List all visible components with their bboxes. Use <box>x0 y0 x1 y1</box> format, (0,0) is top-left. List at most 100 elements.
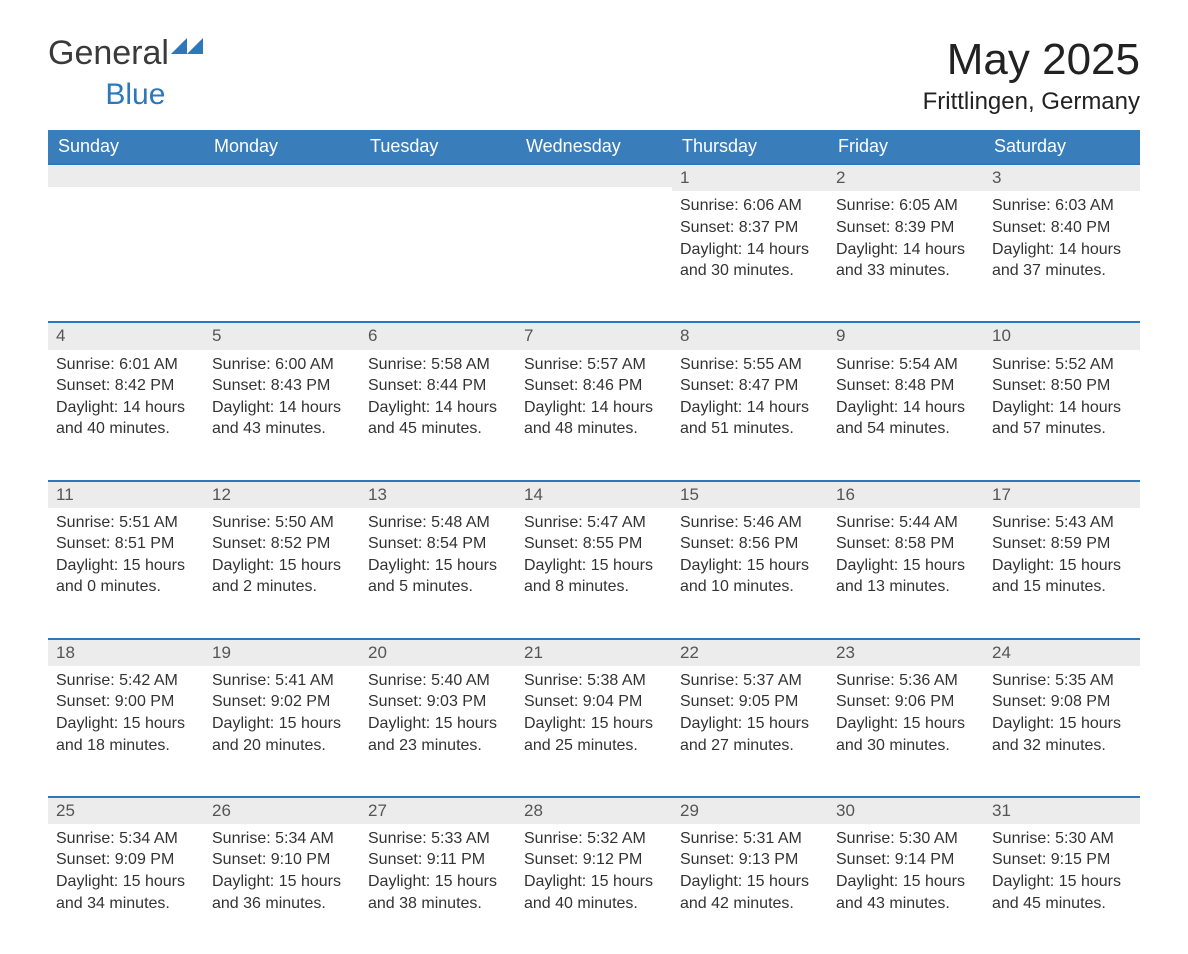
daylight-line: Daylight: 15 hours and 32 minutes. <box>992 713 1132 756</box>
header: General Blue May 2025 Frittlingen, Germa… <box>48 36 1140 116</box>
sunset-line: Sunset: 9:03 PM <box>368 691 508 713</box>
day-number: 18 <box>48 638 204 666</box>
logo-text-blue: Blue <box>8 78 165 112</box>
empty-day-header <box>516 163 672 187</box>
calendar-table: SundayMondayTuesdayWednesdayThursdayFrid… <box>48 130 1140 953</box>
sunset-line: Sunset: 9:11 PM <box>368 849 508 871</box>
day-number: 17 <box>984 480 1140 508</box>
sunrise-line: Sunrise: 5:30 AM <box>836 828 976 850</box>
daylight-line: Daylight: 15 hours and 15 minutes. <box>992 555 1132 598</box>
sunset-line: Sunset: 8:40 PM <box>992 217 1132 239</box>
day-number: 19 <box>204 638 360 666</box>
sunrise-line: Sunrise: 5:44 AM <box>836 512 976 534</box>
day-number: 4 <box>48 321 204 349</box>
day-content: Sunrise: 5:43 AMSunset: 8:59 PMDaylight:… <box>984 508 1140 610</box>
sunset-line: Sunset: 8:47 PM <box>680 375 820 397</box>
sunset-line: Sunset: 8:59 PM <box>992 533 1132 555</box>
sunrise-line: Sunrise: 5:52 AM <box>992 354 1132 376</box>
sunrise-line: Sunrise: 5:31 AM <box>680 828 820 850</box>
day-content: Sunrise: 5:47 AMSunset: 8:55 PMDaylight:… <box>516 508 672 610</box>
daylight-line: Daylight: 15 hours and 27 minutes. <box>680 713 820 756</box>
day-number: 12 <box>204 480 360 508</box>
day-number: 30 <box>828 796 984 824</box>
daylight-line: Daylight: 15 hours and 36 minutes. <box>212 871 352 914</box>
day-number: 6 <box>360 321 516 349</box>
day-number: 15 <box>672 480 828 508</box>
day-number: 31 <box>984 796 1140 824</box>
day-content: Sunrise: 5:50 AMSunset: 8:52 PMDaylight:… <box>204 508 360 610</box>
day-number: 7 <box>516 321 672 349</box>
daylight-line: Daylight: 14 hours and 33 minutes. <box>836 239 976 282</box>
day-content: Sunrise: 5:31 AMSunset: 9:13 PMDaylight:… <box>672 824 828 926</box>
sunset-line: Sunset: 8:37 PM <box>680 217 820 239</box>
sunrise-line: Sunrise: 5:33 AM <box>368 828 508 850</box>
day-number-row: 18192021222324 <box>48 638 1140 666</box>
daylight-line: Daylight: 15 hours and 13 minutes. <box>836 555 976 598</box>
daylight-line: Daylight: 15 hours and 18 minutes. <box>56 713 196 756</box>
daylight-line: Daylight: 15 hours and 25 minutes. <box>524 713 664 756</box>
day-content-row: Sunrise: 6:06 AMSunset: 8:37 PMDaylight:… <box>48 191 1140 321</box>
daylight-line: Daylight: 14 hours and 57 minutes. <box>992 397 1132 440</box>
day-number: 20 <box>360 638 516 666</box>
daylight-line: Daylight: 15 hours and 23 minutes. <box>368 713 508 756</box>
sunset-line: Sunset: 8:58 PM <box>836 533 976 555</box>
daylight-line: Daylight: 14 hours and 30 minutes. <box>680 239 820 282</box>
sunset-line: Sunset: 9:08 PM <box>992 691 1132 713</box>
day-content: Sunrise: 5:32 AMSunset: 9:12 PMDaylight:… <box>516 824 672 926</box>
day-number-row: 45678910 <box>48 321 1140 349</box>
sunrise-line: Sunrise: 6:00 AM <box>212 354 352 376</box>
logo-flag-icon <box>171 34 203 54</box>
empty-day-header <box>48 163 204 187</box>
day-content: Sunrise: 6:01 AMSunset: 8:42 PMDaylight:… <box>48 350 204 452</box>
sunset-line: Sunset: 8:51 PM <box>56 533 196 555</box>
day-number: 1 <box>672 163 828 191</box>
sunset-line: Sunset: 8:54 PM <box>368 533 508 555</box>
daylight-line: Daylight: 15 hours and 43 minutes. <box>836 871 976 914</box>
location: Frittlingen, Germany <box>923 88 1140 116</box>
daylight-line: Daylight: 15 hours and 34 minutes. <box>56 871 196 914</box>
sunset-line: Sunset: 9:05 PM <box>680 691 820 713</box>
sunset-line: Sunset: 9:10 PM <box>212 849 352 871</box>
day-content: Sunrise: 5:54 AMSunset: 8:48 PMDaylight:… <box>828 350 984 452</box>
weekday-header: Monday <box>204 130 360 163</box>
sunrise-line: Sunrise: 5:30 AM <box>992 828 1132 850</box>
daylight-line: Daylight: 15 hours and 30 minutes. <box>836 713 976 756</box>
sunset-line: Sunset: 9:13 PM <box>680 849 820 871</box>
sunset-line: Sunset: 8:39 PM <box>836 217 976 239</box>
day-content: Sunrise: 6:06 AMSunset: 8:37 PMDaylight:… <box>672 191 828 293</box>
sunset-line: Sunset: 9:12 PM <box>524 849 664 871</box>
daylight-line: Daylight: 15 hours and 2 minutes. <box>212 555 352 598</box>
sunset-line: Sunset: 8:55 PM <box>524 533 664 555</box>
day-content: Sunrise: 5:51 AMSunset: 8:51 PMDaylight:… <box>48 508 204 610</box>
sunrise-line: Sunrise: 5:48 AM <box>368 512 508 534</box>
day-number-row: 25262728293031 <box>48 796 1140 824</box>
day-content: Sunrise: 5:30 AMSunset: 9:14 PMDaylight:… <box>828 824 984 926</box>
sunset-line: Sunset: 9:14 PM <box>836 849 976 871</box>
day-number: 13 <box>360 480 516 508</box>
weekday-header: Saturday <box>984 130 1140 163</box>
day-number: 2 <box>828 163 984 191</box>
day-content: Sunrise: 5:34 AMSunset: 9:09 PMDaylight:… <box>48 824 204 926</box>
daylight-line: Daylight: 15 hours and 5 minutes. <box>368 555 508 598</box>
sunrise-line: Sunrise: 5:46 AM <box>680 512 820 534</box>
day-number: 10 <box>984 321 1140 349</box>
day-content: Sunrise: 5:41 AMSunset: 9:02 PMDaylight:… <box>204 666 360 768</box>
sunrise-line: Sunrise: 5:47 AM <box>524 512 664 534</box>
sunrise-line: Sunrise: 5:35 AM <box>992 670 1132 692</box>
day-number: 24 <box>984 638 1140 666</box>
weekday-header: Friday <box>828 130 984 163</box>
sunset-line: Sunset: 8:48 PM <box>836 375 976 397</box>
daylight-line: Daylight: 14 hours and 43 minutes. <box>212 397 352 440</box>
sunrise-line: Sunrise: 5:37 AM <box>680 670 820 692</box>
sunrise-line: Sunrise: 6:05 AM <box>836 195 976 217</box>
day-number-row: 123 <box>48 163 1140 191</box>
daylight-line: Daylight: 15 hours and 42 minutes. <box>680 871 820 914</box>
daylight-line: Daylight: 14 hours and 48 minutes. <box>524 397 664 440</box>
sunrise-line: Sunrise: 5:36 AM <box>836 670 976 692</box>
sunrise-line: Sunrise: 5:43 AM <box>992 512 1132 534</box>
daylight-line: Daylight: 14 hours and 40 minutes. <box>56 397 196 440</box>
day-content-row: Sunrise: 6:01 AMSunset: 8:42 PMDaylight:… <box>48 350 1140 480</box>
daylight-line: Daylight: 15 hours and 8 minutes. <box>524 555 664 598</box>
sunrise-line: Sunrise: 5:57 AM <box>524 354 664 376</box>
day-number: 16 <box>828 480 984 508</box>
